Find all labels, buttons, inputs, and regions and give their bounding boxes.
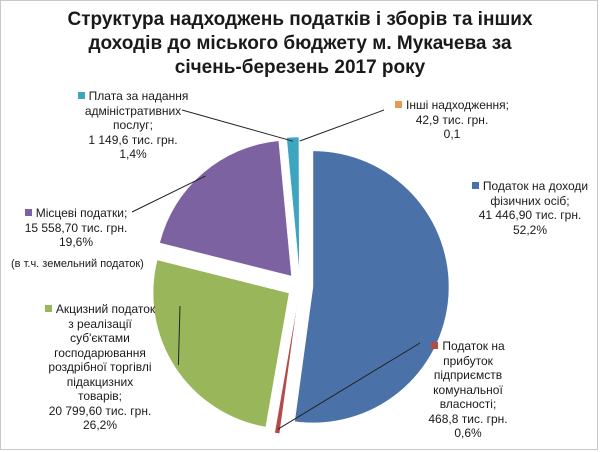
label-local-note: (в т.ч. земельний податок) <box>11 258 144 270</box>
label-profit-line: 468,8 тис. грн. <box>428 411 508 426</box>
label-excise-line: роздрібної торгівлі <box>48 360 152 374</box>
label-profit-line: підприємств <box>433 368 503 382</box>
label-local: Місцеві податки; 15 558,70 тис. грн. 19,… <box>6 206 146 250</box>
label-profit-value: 0,6% <box>454 426 482 440</box>
label-excise-line: 20 799,60 тис. грн. <box>48 403 152 418</box>
label-excise-line: господарювання <box>54 345 146 360</box>
label-admin-line: адміністративних <box>84 103 182 118</box>
chart-title: Структура надходжень податків і зборів т… <box>30 8 570 80</box>
legend-swatch-other <box>395 101 403 108</box>
label-admin-line: послуг; <box>113 118 153 132</box>
label-other-value: 0,1 <box>443 127 461 141</box>
pie-slice-pdfo <box>294 150 450 424</box>
label-other: Інші надходження; 42,9 тис. грн. 0,1 <box>386 98 518 142</box>
label-excise-line: Акцизний податок <box>55 302 156 316</box>
label-admin-line: Плата за надання <box>88 89 189 103</box>
legend-swatch-pdfo <box>471 182 479 189</box>
label-excise-line: з реалізації <box>68 316 132 331</box>
label-admin: Плата за надання адміністративних послуг… <box>58 89 208 162</box>
label-pdfo-value: 52,2% <box>512 222 548 237</box>
chart-title-line: січень-березень 2017 року <box>174 57 426 78</box>
label-pdfo: Податок на доходи фізичних осіб; 41 446,… <box>468 179 592 237</box>
label-profit-line: Податок на <box>442 339 505 353</box>
label-excise-value: 26,2% <box>82 418 118 432</box>
label-local-value: 19,6% <box>58 235 94 249</box>
pie-slice-admin <box>286 136 300 274</box>
label-profit: Податок на прибуток підприємств комуналь… <box>412 339 524 441</box>
pie-slice-local <box>159 140 292 277</box>
label-other-line: 42,9 тис. грн. <box>415 112 489 127</box>
label-local-line: 15 558,70 тис. грн. <box>24 220 128 235</box>
chart-title-line: Структура надходжень податків і зборів т… <box>67 9 533 30</box>
leader-line-admin <box>181 109 294 142</box>
pie-slice-profit <box>274 298 299 434</box>
leader-line-excise <box>177 305 181 365</box>
label-pdfo-line: Податок на доходи <box>482 179 589 193</box>
label-excise-line: підакцизних <box>66 374 134 389</box>
label-profit-line: прибуток <box>443 353 493 368</box>
chart-title-line: доходів до міського бюджету м. Мукачева … <box>88 33 512 54</box>
leader-line-profit <box>277 342 421 430</box>
label-excise-line: суб'єктами <box>70 331 130 345</box>
leader-line-other <box>299 109 385 142</box>
label-pdfo-line: фізичних осіб; <box>490 193 570 208</box>
legend-swatch-local <box>24 209 32 216</box>
legend-swatch-excise <box>44 305 52 312</box>
label-admin-line: 1 149,6 тис. грн. <box>88 132 178 147</box>
legend-swatch-admin <box>77 92 85 99</box>
pie-slice-excise <box>152 259 290 428</box>
label-excise: Акцизний податок з реалізації суб'єктами… <box>20 302 180 433</box>
label-admin-value: 1,4% <box>119 147 147 161</box>
label-profit-line: комунальної <box>433 382 503 397</box>
label-excise-line: товарів; <box>78 389 122 403</box>
label-pdfo-line: 41 446,90 тис. грн. <box>478 208 582 222</box>
legend-swatch-profit <box>431 342 439 349</box>
label-local-line: Місцеві податки; <box>35 206 128 220</box>
label-other-line: Інші надходження; <box>406 98 509 112</box>
leader-line-local <box>131 175 206 213</box>
label-profit-line: власності; <box>439 397 497 411</box>
